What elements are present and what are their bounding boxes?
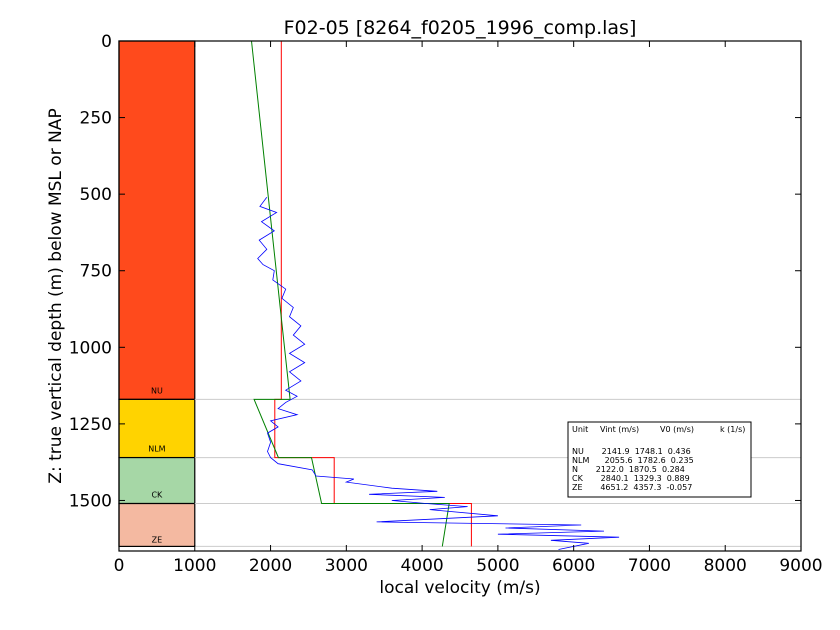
legend-row: NU 2141.9 1748.1 0.436 (572, 447, 691, 456)
unit-label-nlm: NLM (148, 444, 165, 453)
x-tick-label: 7000 (628, 556, 671, 576)
y-tick-label: 1500 (69, 491, 112, 511)
legend-frame (567, 421, 752, 498)
x-tick-label: 3000 (325, 556, 368, 576)
legend-row: CK 2840.1 1329.3 0.889 (572, 474, 690, 483)
legend-header-cell: k (1/s) (720, 425, 745, 434)
legend-header-cell: V0 (m/s) (660, 425, 694, 434)
velocity-series (251, 40, 620, 550)
x-tick-label: 2000 (249, 556, 292, 576)
unit-label-ze: ZE (152, 536, 163, 545)
unit-block-ze (118, 502, 196, 548)
legend-header-cell: Vint (m/s) (600, 425, 639, 434)
legend-row: N 2122.0 1870.5 0.284 (572, 465, 685, 474)
unit-block-nu (118, 40, 196, 400)
legend-box: Unit Vint (m/s) V0 (m/s) k (1/s) NU 2141.9 … (567, 421, 752, 498)
unit-label-nu: NU (151, 386, 163, 395)
y-tick-label: 750 (80, 262, 112, 282)
x-axis-label: local velocity (m/s) (379, 578, 540, 598)
x-tick-label: 6000 (552, 556, 595, 576)
x-tick-label: 9000 (779, 556, 822, 576)
series-line-0 (274, 41, 472, 547)
x-tick-label: 8000 (704, 556, 747, 576)
chart-title: F02-05 [8264_f0205_1996_comp.las] (284, 17, 637, 39)
legend-header-cell: Unit (572, 425, 588, 434)
y-axis-label: Z: true vertical depth (m) below MSL or … (46, 108, 66, 483)
x-tick-label: 1000 (173, 556, 216, 576)
legend-row: ZE 4651.2 4357.3 -0.057 (572, 483, 692, 492)
unit-label-ck: CK (151, 490, 163, 499)
unit-block-ck (118, 456, 196, 505)
y-tick-label: 250 (80, 109, 112, 129)
x-axis-ticks: 0 1000 2000 3000 4000 5000 6000 7000 8000 9000 (114, 41, 823, 576)
y-tick-label: 1250 (69, 415, 112, 435)
unit-block-nlm (118, 398, 196, 459)
stratigraphic-units: NU NLM CK ZE (118, 40, 196, 548)
x-tick-label: 5000 (476, 556, 519, 576)
x-tick-label: 4000 (400, 556, 443, 576)
plot-frame (118, 40, 802, 552)
legend-header: Unit Vint (m/s) V0 (m/s) k (1/s) (572, 425, 745, 434)
y-tick-label: 0 (101, 32, 112, 52)
y-axis-ticks: 0 250 500 750 1000 1250 1500 (69, 32, 801, 511)
y-tick-label: 500 (80, 185, 112, 205)
y-tick-label: 1000 (69, 338, 112, 358)
x-tick-label: 0 (114, 556, 125, 576)
legend-row: NLM 2055.6 1782.6 0.235 (572, 456, 694, 465)
series-line-2 (257, 196, 620, 550)
